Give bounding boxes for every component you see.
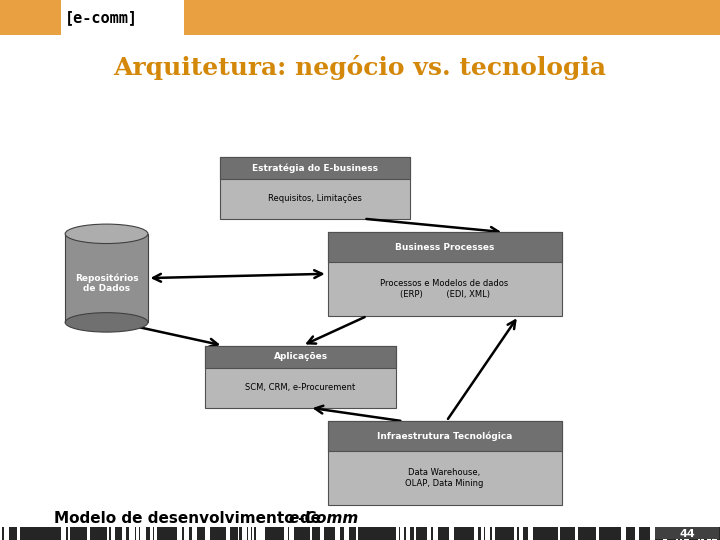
- Bar: [122, 526, 126, 540]
- Bar: [225, 526, 230, 540]
- Bar: [396, 526, 399, 540]
- Bar: [205, 346, 396, 408]
- Bar: [61, 0, 184, 35]
- Bar: [621, 526, 626, 540]
- Bar: [701, 526, 704, 540]
- Bar: [698, 526, 700, 540]
- Bar: [192, 526, 197, 540]
- Bar: [17, 526, 20, 540]
- Bar: [205, 526, 210, 540]
- Bar: [328, 421, 562, 505]
- Text: [e-comm]: [e-comm]: [65, 10, 138, 25]
- Bar: [328, 232, 562, 262]
- Bar: [87, 526, 90, 540]
- Bar: [680, 526, 682, 540]
- Text: Infraestrutura Tecnológica: Infraestrutura Tecnológica: [377, 431, 513, 441]
- Text: Repositórios
de Dados: Repositórios de Dados: [75, 274, 138, 293]
- Bar: [261, 526, 265, 540]
- Bar: [449, 526, 454, 540]
- Text: Aplicações: Aplicações: [274, 352, 328, 361]
- Bar: [256, 526, 261, 540]
- Bar: [184, 0, 720, 35]
- Bar: [676, 526, 678, 540]
- Bar: [284, 526, 288, 540]
- Text: e-Comm: e-Comm: [288, 511, 359, 526]
- Bar: [68, 526, 71, 540]
- Bar: [112, 526, 114, 540]
- Bar: [65, 234, 148, 322]
- Text: Business Processes: Business Processes: [395, 243, 495, 252]
- Bar: [481, 526, 484, 540]
- Bar: [485, 526, 490, 540]
- Text: 44: 44: [680, 529, 696, 538]
- Bar: [0, 526, 1, 540]
- Bar: [150, 526, 153, 540]
- Bar: [343, 526, 348, 540]
- Bar: [0, 526, 720, 540]
- Bar: [184, 526, 189, 540]
- Bar: [310, 526, 312, 540]
- Bar: [528, 526, 533, 540]
- Ellipse shape: [65, 224, 148, 244]
- Bar: [575, 526, 577, 540]
- Bar: [712, 526, 717, 540]
- Bar: [328, 421, 562, 451]
- Bar: [663, 526, 667, 540]
- Bar: [655, 527, 719, 539]
- Text: Processos e Modelos de dados
(ERP)         (EDI, XML): Processos e Modelos de dados (ERP) (EDI,…: [380, 279, 509, 299]
- Bar: [289, 526, 294, 540]
- Text: Data Warehouse,
OLAP, Data Mining: Data Warehouse, OLAP, Data Mining: [405, 468, 484, 488]
- Bar: [706, 526, 711, 540]
- Bar: [492, 526, 495, 540]
- Bar: [136, 526, 138, 540]
- Bar: [557, 526, 560, 540]
- Text: SCM, CRM, e-Procurement: SCM, CRM, e-Procurement: [246, 383, 356, 393]
- Bar: [650, 526, 655, 540]
- Bar: [4, 526, 9, 540]
- Bar: [248, 526, 251, 540]
- Bar: [356, 526, 358, 540]
- Bar: [154, 526, 157, 540]
- Bar: [595, 526, 598, 540]
- Bar: [514, 526, 517, 540]
- Bar: [140, 526, 145, 540]
- Bar: [684, 526, 689, 540]
- Bar: [433, 526, 438, 540]
- Text: Arquitetura: negócio vs. tecnologia: Arquitetura: negócio vs. tecnologia: [114, 55, 606, 80]
- Bar: [0, 0, 61, 35]
- Bar: [242, 526, 247, 540]
- Text: Requisitos, Limitações: Requisitos, Limitações: [268, 194, 362, 204]
- Bar: [177, 526, 181, 540]
- Ellipse shape: [65, 313, 148, 332]
- Bar: [406, 526, 410, 540]
- Bar: [107, 526, 109, 540]
- Bar: [130, 526, 135, 540]
- Bar: [414, 526, 415, 540]
- Bar: [635, 526, 639, 540]
- Text: Modelo de desenvolvimento de: Modelo de desenvolvimento de: [54, 511, 326, 526]
- Bar: [205, 346, 396, 368]
- Bar: [238, 526, 239, 540]
- Bar: [220, 157, 410, 179]
- Bar: [519, 526, 523, 540]
- Text: Estratégia do E-business: Estratégia do E-business: [252, 163, 378, 172]
- Bar: [427, 526, 431, 540]
- Bar: [252, 526, 254, 540]
- Bar: [335, 526, 340, 540]
- Bar: [474, 526, 478, 540]
- Bar: [61, 526, 66, 540]
- Bar: [328, 232, 562, 316]
- Bar: [400, 526, 404, 540]
- Bar: [320, 526, 324, 540]
- Bar: [220, 157, 410, 219]
